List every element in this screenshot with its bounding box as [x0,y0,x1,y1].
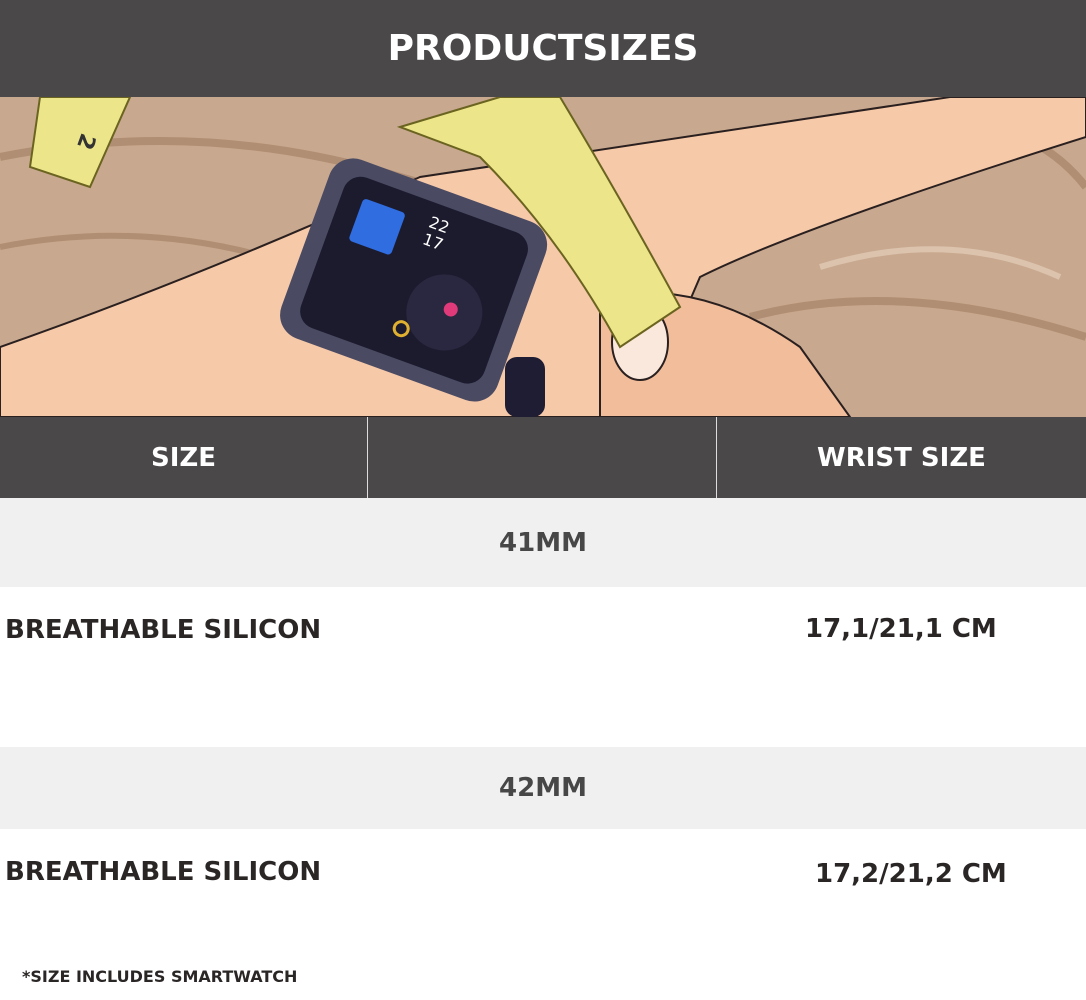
size-group-row: 42MM [0,747,1086,829]
wrist-size-cell: 17,1/21,1 CM [805,614,997,644]
size-group-row: 41MM [0,498,1086,587]
material-cell: BREATHABLE SILICON [5,615,322,645]
page-title: PRODUCTSIZES [0,0,1086,97]
table-header: SIZE WRIST SIZE [0,417,1086,498]
table-row: BREATHABLE SILICON 17,2/21,2 CM [0,829,1086,939]
title-text: PRODUCTSIZES [387,28,699,69]
wrist-measuring-illustration: 2 22 17 [0,97,1086,417]
table-row: BREATHABLE SILICON 17,1/21,1 CM [0,587,1086,747]
material-cell: BREATHABLE SILICON [5,857,322,887]
column-header-wrist-size: WRIST SIZE [817,442,986,473]
wrist-size-cell: 17,2/21,2 CM [815,859,1007,889]
column-header-size: SIZE [0,417,368,498]
footnote: *SIZE INCLUDES SMARTWATCH [22,967,298,986]
column-header-empty [368,417,717,498]
